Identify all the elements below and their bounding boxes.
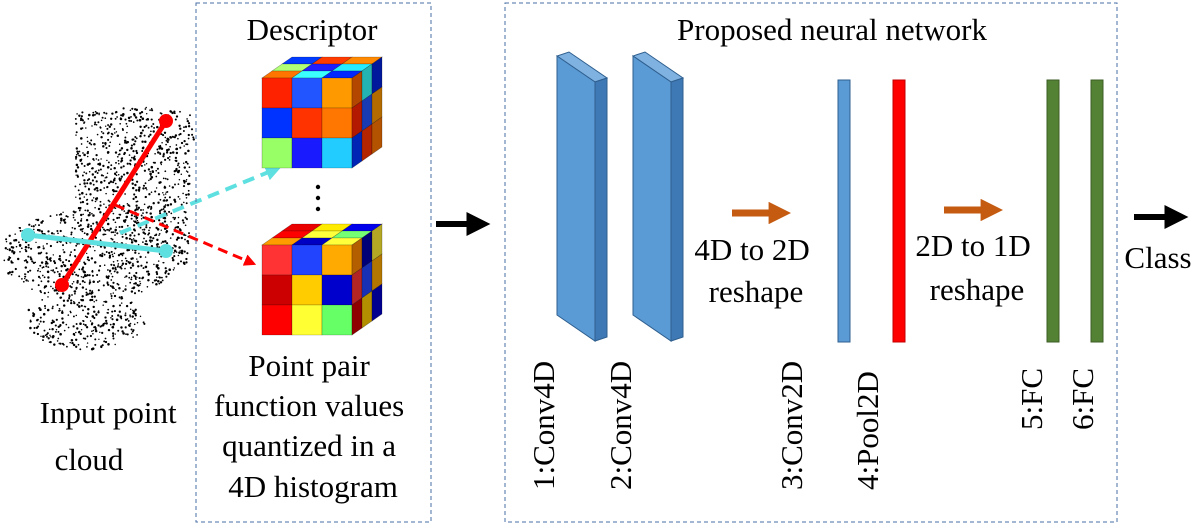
network-title: Proposed neural network	[677, 12, 987, 47]
red-dashed-arrow	[114, 203, 257, 266]
point-pair-endpoint-red-bottom	[55, 278, 69, 292]
layer-conv2d	[837, 79, 851, 343]
layer-fc-5	[1046, 79, 1060, 343]
descriptor-box	[195, 2, 432, 523]
reshape-label-2d-1d: 2D to 1D reshape	[915, 228, 1038, 307]
point-pair-line-cyan	[27, 232, 167, 254]
descriptor-title: Descriptor	[247, 12, 379, 47]
point-pair-endpoint-cyan-right	[159, 244, 173, 258]
point-pair-endpoint-red-top	[159, 114, 173, 128]
cyan-dashed-arrow	[119, 165, 282, 235]
layer-label-conv2d: 3:Conv2D	[774, 361, 809, 490]
ellipsis-dots	[315, 184, 321, 212]
layer-conv4d-1	[555, 51, 609, 342]
output-class-label: Class	[1124, 240, 1191, 275]
layer-fc-6	[1090, 79, 1104, 343]
layer-pool2d	[892, 79, 906, 343]
point-pair-line-red	[59, 119, 169, 287]
layer-label-fc-6: 6:FC	[1065, 368, 1100, 430]
reshape-label-4d-2d: 4D to 2D reshape	[694, 232, 817, 309]
histogram-cube-bottom	[261, 223, 383, 336]
network-box	[504, 2, 1118, 523]
layer-label-pool2d: 4:Pool2D	[850, 371, 885, 490]
histogram-cube-top	[261, 56, 383, 169]
layer-label-conv4d-2: 2:Conv4D	[603, 361, 638, 490]
layer-label-fc-5: 5:FC	[1014, 368, 1049, 430]
input-label: Input point cloud	[40, 395, 185, 477]
descriptor-caption: Point pair function values quantized in …	[214, 348, 412, 504]
layer-label-conv4d-1: 1:Conv4D	[526, 361, 561, 490]
point-pair-endpoint-cyan-left	[21, 228, 35, 242]
input-point-cloud	[3, 106, 195, 351]
layer-conv4d-2	[631, 51, 685, 342]
